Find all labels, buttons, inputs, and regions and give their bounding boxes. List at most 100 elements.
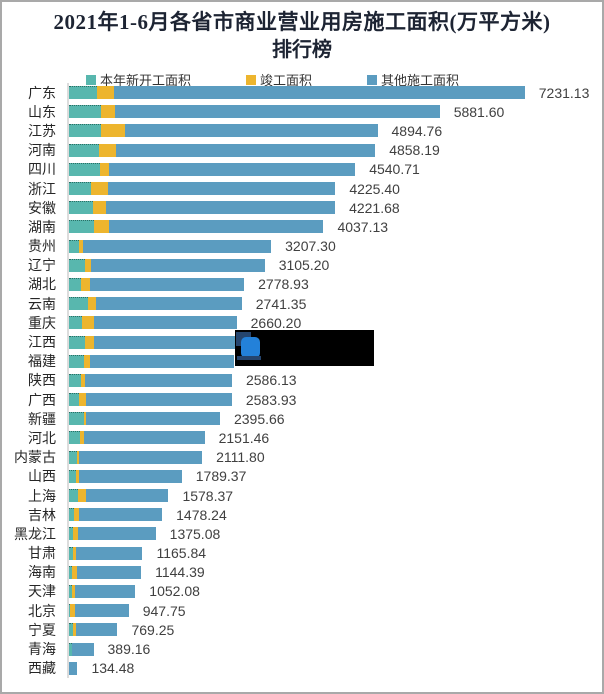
segment-new-start bbox=[69, 373, 81, 387]
segment-other bbox=[82, 239, 272, 253]
stacked-bar-四川 bbox=[69, 162, 356, 176]
chart-row: 上海 1578.37 bbox=[2, 485, 600, 506]
segment-new-start bbox=[69, 546, 73, 560]
stacked-bar-北京 bbox=[69, 604, 129, 618]
value-label: 2741.35 bbox=[255, 295, 307, 312]
chart-row: 黑龙江 1375.08 bbox=[2, 524, 600, 544]
stacked-bar-西藏 bbox=[69, 661, 78, 675]
plot-area bbox=[67, 332, 600, 352]
chart-row: 天津 1052.08 bbox=[2, 581, 600, 602]
chart-row: 广西 2583.93 bbox=[2, 390, 600, 410]
stacked-bar-重庆 bbox=[69, 316, 237, 330]
segment-completed bbox=[76, 450, 80, 464]
segment-other bbox=[93, 335, 236, 349]
plot-area: 3105.20 bbox=[67, 255, 600, 275]
segment-new-start bbox=[69, 86, 98, 100]
category-label: 福建 bbox=[28, 353, 56, 370]
segment-completed bbox=[72, 584, 75, 598]
value-label: 3207.30 bbox=[285, 238, 336, 255]
chart-row: 贵州 3207.30 bbox=[2, 236, 600, 256]
segment-new-start bbox=[69, 469, 77, 483]
segment-other bbox=[85, 393, 232, 407]
value-label: 2111.80 bbox=[216, 449, 265, 466]
stacked-bar-内蒙古 bbox=[69, 450, 203, 464]
category-label: 海南 bbox=[28, 564, 56, 581]
chart-row: 西藏 134.48 bbox=[2, 658, 600, 678]
segment-completed bbox=[79, 431, 84, 445]
stacked-bar-广东 bbox=[69, 86, 525, 100]
chart-row: 湖北 2778.93 bbox=[2, 274, 600, 295]
segment-completed bbox=[99, 143, 116, 157]
segment-completed bbox=[72, 546, 76, 560]
category-label: 湖南 bbox=[28, 218, 56, 235]
segment-new-start bbox=[69, 527, 74, 541]
segment-other bbox=[78, 527, 156, 541]
segment-new-start bbox=[69, 431, 80, 445]
chart-row: 陕西 2586.13 bbox=[2, 370, 600, 390]
plot-area: 389.16 bbox=[67, 639, 600, 659]
stacked-bar-贵州 bbox=[69, 239, 272, 253]
plot-area: 1052.08 bbox=[67, 581, 600, 602]
segment-other bbox=[75, 623, 118, 637]
category-label: 广西 bbox=[28, 391, 56, 408]
segment-other bbox=[89, 354, 234, 368]
segment-other bbox=[108, 182, 336, 196]
plot-area: 4540.71 bbox=[67, 159, 600, 179]
segment-new-start bbox=[69, 143, 100, 157]
segment-completed bbox=[92, 201, 106, 215]
value-label: 2778.93 bbox=[258, 276, 309, 293]
chart-row: 安徽 4221.68 bbox=[2, 198, 600, 218]
segment-other bbox=[108, 220, 324, 234]
legend-label: 其他施工面积 bbox=[381, 73, 460, 89]
category-label: 陕西 bbox=[28, 372, 56, 389]
segment-other bbox=[115, 143, 376, 157]
category-label: 内蒙古 bbox=[14, 449, 56, 466]
category-label: 甘肃 bbox=[28, 545, 56, 562]
legend-item-other: 其他施工面积 bbox=[367, 70, 459, 89]
stacked-bar-天津 bbox=[69, 584, 136, 598]
stacked-bar-广西 bbox=[69, 393, 232, 407]
chart-row: 湖南 4037.13 bbox=[2, 217, 600, 237]
segment-new-start bbox=[69, 642, 73, 656]
segment-completed bbox=[85, 335, 94, 349]
category-label: 吉林 bbox=[28, 506, 56, 523]
value-label: 3105.20 bbox=[278, 257, 330, 274]
segment-other bbox=[83, 431, 205, 445]
stacked-bar-江苏 bbox=[69, 124, 378, 138]
segment-other bbox=[90, 258, 265, 272]
chart-row: 北京 947.75 bbox=[2, 601, 600, 621]
segment-other bbox=[109, 162, 356, 176]
category-label: 北京 bbox=[28, 602, 56, 619]
plot-area: 134.48 bbox=[67, 658, 600, 678]
segment-completed bbox=[80, 277, 90, 291]
segment-other bbox=[124, 124, 378, 138]
segment-new-start bbox=[69, 297, 88, 311]
segment-new-start bbox=[69, 565, 73, 579]
value-label: 7231.13 bbox=[538, 84, 590, 101]
value-label: 1375.08 bbox=[169, 525, 221, 542]
segment-new-start bbox=[69, 412, 84, 426]
legend-swatch-blue-icon bbox=[367, 74, 378, 85]
censor-box bbox=[235, 330, 374, 366]
legend-label: 竣工面积 bbox=[260, 73, 313, 89]
value-label: 134.48 bbox=[91, 660, 135, 677]
category-label: 安徽 bbox=[28, 199, 56, 216]
plot-area: 4221.68 bbox=[67, 198, 600, 218]
segment-other bbox=[74, 604, 129, 618]
segment-new-start bbox=[69, 258, 85, 272]
chart-row: 重庆 2660.20 bbox=[2, 313, 600, 333]
category-label: 广东 bbox=[28, 84, 56, 101]
plot-area bbox=[67, 351, 600, 371]
segment-completed bbox=[80, 373, 86, 387]
segment-other bbox=[114, 86, 525, 100]
category-label: 江西 bbox=[28, 334, 56, 351]
category-label: 宁夏 bbox=[28, 621, 56, 638]
chart-row: 云南 2741.35 bbox=[2, 294, 600, 314]
value-label: 389.16 bbox=[107, 641, 151, 658]
chart-row: 新疆 2395.66 bbox=[2, 409, 600, 429]
chart-row: 海南 1144.39 bbox=[2, 562, 600, 582]
legend: 本年新开工面积 竣工面积 其他施工面积 bbox=[2, 70, 602, 89]
plot-area: 2151.46 bbox=[67, 428, 600, 448]
plot-area: 1165.84 bbox=[67, 543, 600, 563]
segment-completed bbox=[79, 393, 86, 407]
